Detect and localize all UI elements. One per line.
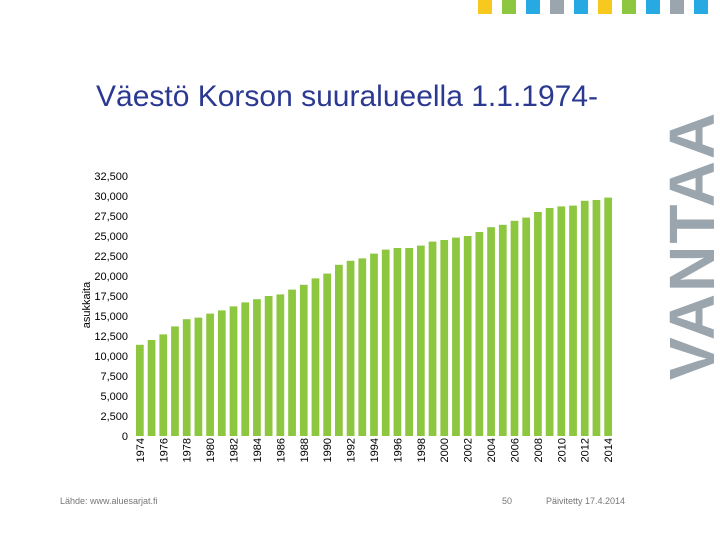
bar: [358, 258, 367, 436]
bar: [346, 260, 355, 436]
bar: [475, 232, 484, 436]
header-square: [694, 0, 708, 14]
header-square: [574, 0, 588, 14]
bar: [498, 224, 507, 436]
header-square: [670, 0, 684, 14]
header-color-squares: [478, 0, 710, 20]
bar: [393, 248, 402, 436]
x-tick-label: 1996: [392, 438, 404, 462]
bar: [534, 212, 542, 436]
bar: [405, 248, 413, 436]
source-note: Lähde: www.aluesarjat.fi: [60, 496, 158, 506]
x-tick-label: 2002: [463, 438, 475, 462]
updated-date: Päivitetty 17.4.2014: [546, 496, 626, 506]
bar: [241, 302, 250, 436]
bar: [171, 326, 179, 436]
x-tick-label: 2008: [533, 438, 545, 462]
bar: [557, 206, 566, 436]
y-tick-label: 7,500: [100, 371, 128, 383]
bar: [135, 344, 144, 436]
header-square: [478, 0, 492, 14]
x-tick-label: 1974: [135, 438, 147, 462]
header-square: [526, 0, 540, 14]
bar: [370, 253, 378, 436]
bar: [452, 237, 460, 436]
y-tick-label: 17,500: [94, 291, 128, 303]
bar: [299, 284, 308, 436]
y-axis: 0 2,500 5,000 7,500 10,000 12,500 15,000 17,500…: [94, 171, 128, 443]
y-tick-label: 15,000: [94, 311, 128, 323]
y-tick-label: 10,000: [94, 351, 128, 363]
header-square: [598, 0, 612, 14]
bar: [381, 249, 390, 436]
bar: [217, 310, 226, 436]
bar: [311, 278, 320, 436]
bar: [182, 319, 191, 436]
page-title: Väestö Korson suuralueella 1.1.1974-: [96, 80, 599, 113]
bar: [463, 236, 472, 436]
x-tick-label: 1976: [158, 438, 170, 462]
x-tick-label: 1986: [275, 438, 287, 462]
y-tick-label: 2,500: [100, 411, 128, 423]
bar: [592, 200, 601, 436]
bar: [428, 241, 437, 436]
y-tick-label: 25,000: [94, 231, 128, 243]
y-tick-label: 27,500: [94, 211, 128, 223]
bar: [206, 313, 214, 436]
x-tick-label: 1988: [299, 438, 311, 462]
x-tick-label: 2006: [509, 438, 521, 462]
y-tick-label: 0: [122, 431, 128, 443]
x-tick-label: 2000: [439, 438, 451, 462]
bar: [159, 334, 168, 436]
bar: [545, 208, 554, 436]
bar: [522, 217, 531, 436]
bar: [194, 317, 203, 436]
x-tick-label: 1980: [205, 438, 217, 462]
x-tick-label: 2014: [603, 438, 615, 462]
header-square: [622, 0, 636, 14]
x-tick-label: 2004: [486, 438, 498, 462]
y-tick-label: 30,000: [94, 191, 128, 203]
y-axis-label: asukkaita: [81, 281, 93, 328]
x-tick-label: 1994: [369, 438, 381, 462]
x-tick-label: 1984: [252, 438, 264, 462]
bar: [288, 289, 296, 436]
bar: [335, 264, 343, 436]
y-tick-label: 12,500: [94, 331, 128, 343]
bar: [323, 273, 332, 436]
bar: [416, 245, 425, 436]
x-axis: 1974 1976 1978 1980 1982 1984 1986 1988 1990 1992…: [135, 438, 615, 462]
bar-series: [135, 197, 613, 436]
bar: [147, 340, 156, 436]
header-square: [550, 0, 564, 14]
x-tick-label: 1990: [322, 438, 334, 462]
bar: [580, 200, 589, 436]
bar: [440, 240, 449, 436]
x-tick-label: 1982: [229, 438, 241, 462]
y-tick-label: 22,500: [94, 251, 128, 263]
bar: [229, 306, 238, 436]
x-tick-label: 1998: [416, 438, 428, 462]
bar: [264, 296, 273, 436]
bar: [253, 299, 261, 436]
x-tick-label: 2010: [556, 438, 568, 462]
x-tick-label: 2012: [580, 438, 592, 462]
y-tick-label: 20,000: [94, 271, 128, 283]
page-number: 50: [502, 496, 513, 506]
bar: [569, 205, 577, 436]
y-tick-label: 5,000: [100, 391, 128, 403]
bar: [276, 294, 285, 436]
bar: [487, 227, 495, 436]
bar: [510, 220, 519, 436]
header-square: [646, 0, 660, 14]
x-tick-label: 1992: [346, 438, 358, 462]
y-tick-label: 32,500: [94, 171, 128, 183]
header-square: [502, 0, 516, 14]
bar: [604, 197, 613, 436]
x-tick-label: 1978: [182, 438, 194, 462]
